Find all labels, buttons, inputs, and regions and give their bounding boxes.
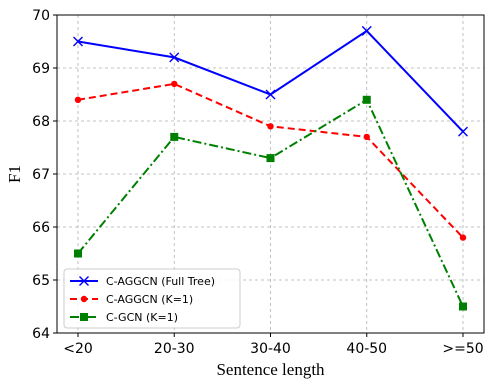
legend-marker [79, 276, 89, 286]
x-tick-label: 40-50 [346, 341, 387, 357]
data-point [361, 25, 372, 36]
legend-marker [80, 313, 88, 321]
x-axis-label: Sentence length [216, 360, 325, 379]
data-point [73, 36, 83, 47]
data-point [74, 249, 82, 258]
series-3 [74, 95, 467, 311]
series-line [77, 98, 464, 307]
data-point [170, 132, 179, 141]
x-tick-label: <20 [63, 341, 93, 357]
series-1 [73, 25, 468, 137]
legend-label: C-AGGCN (Full Tree) [106, 275, 215, 288]
axis-ticks: 64 65 66 67 68 69 70 <20 20-30 30-40 40-50 >=50 [32, 8, 483, 357]
legend-item: C-AGGCN (K=1) [70, 293, 193, 306]
data-point [169, 52, 180, 63]
y-tick-label: 67 [32, 167, 50, 183]
y-tick-label: 69 [32, 61, 50, 77]
data-point [266, 154, 275, 163]
legend-label: C-AGGCN (K=1) [106, 293, 193, 306]
legend-item: C-GCN (K=1) [70, 311, 178, 324]
data-point [363, 133, 370, 141]
legend: C-AGGCN (Full Tree) C-AGGCN (K=1) C-GCN (K… [63, 268, 241, 329]
series-layer [73, 25, 468, 311]
x-tick-label: 20-30 [154, 341, 195, 357]
data-point [171, 80, 178, 88]
legend-box [63, 268, 241, 329]
data-point [362, 95, 371, 104]
legend-marker [80, 295, 88, 303]
data-point [459, 234, 467, 241]
series-2 [74, 80, 467, 241]
data-point [267, 123, 274, 130]
data-point [265, 89, 276, 100]
y-tick-label: 68 [32, 114, 50, 130]
x-tick-label: >=50 [442, 341, 483, 357]
y-tick-label: 70 [32, 8, 50, 24]
data-point [459, 302, 467, 311]
y-tick-label: 66 [32, 220, 50, 236]
data-point [74, 96, 82, 104]
data-point [458, 126, 468, 137]
y-tick-label: 64 [32, 326, 50, 342]
legend-item: C-AGGCN (Full Tree) [70, 275, 215, 288]
y-axis-label: F1 [5, 165, 24, 183]
legend-label: C-GCN (K=1) [106, 311, 178, 324]
y-tick-label: 65 [32, 273, 50, 289]
x-tick-label: 30-40 [250, 341, 291, 357]
